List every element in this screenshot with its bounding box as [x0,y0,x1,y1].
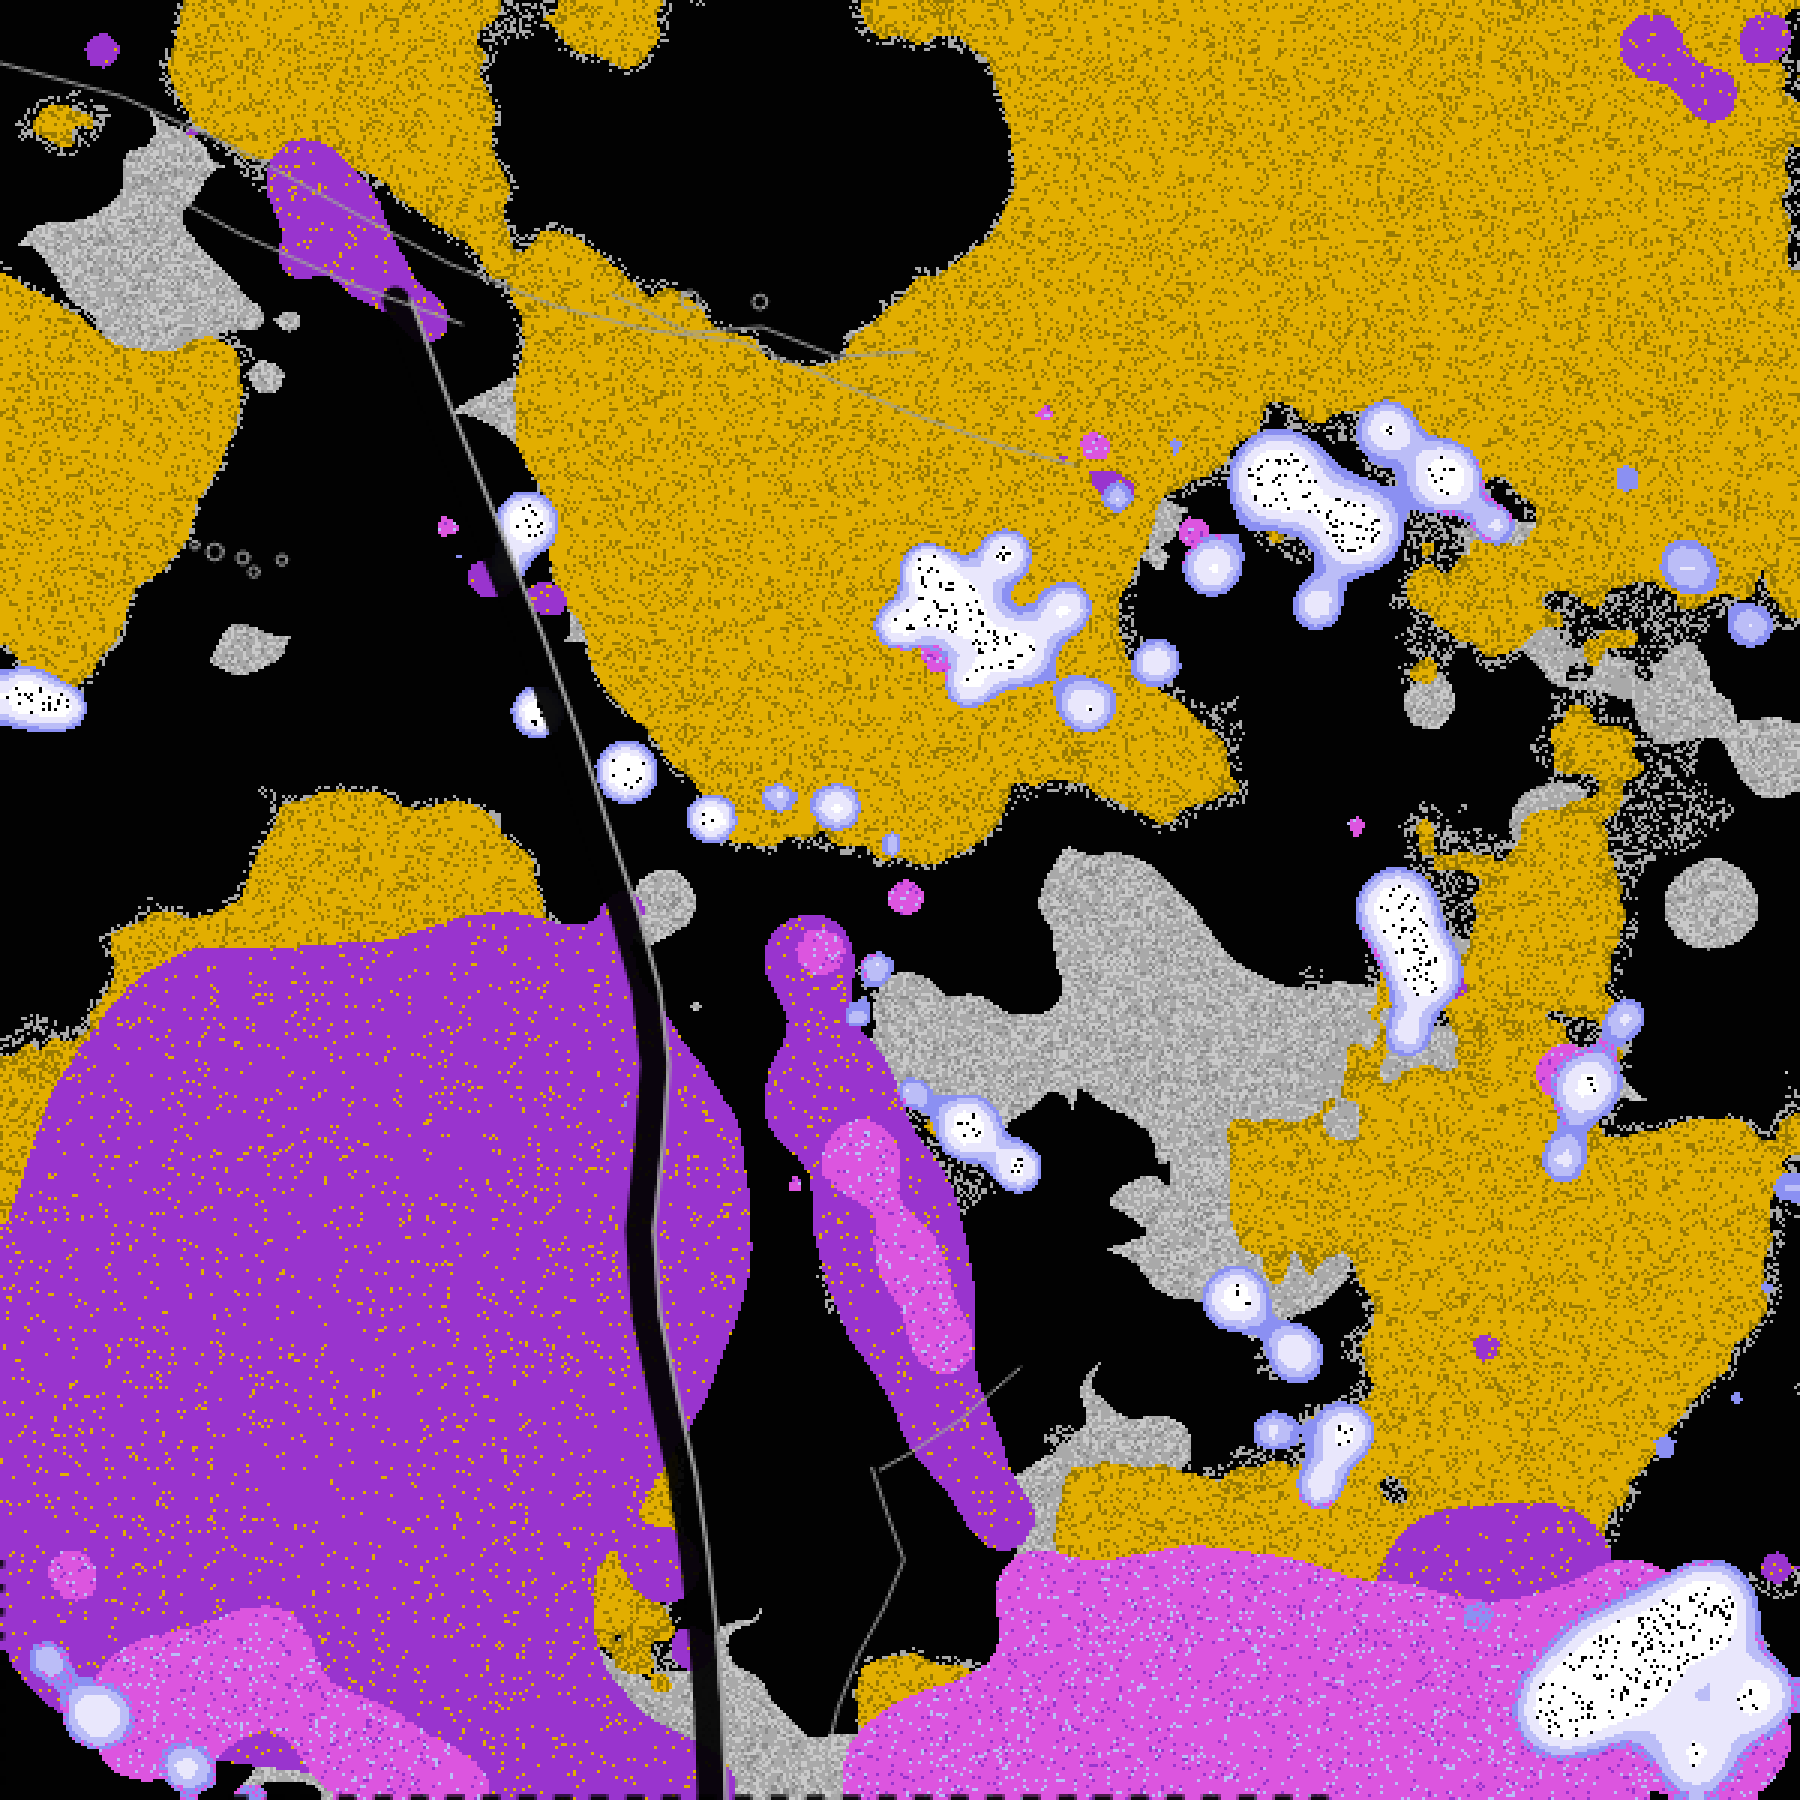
satellite-image-canvas [0,0,1800,1800]
satellite-image [0,0,1800,1800]
